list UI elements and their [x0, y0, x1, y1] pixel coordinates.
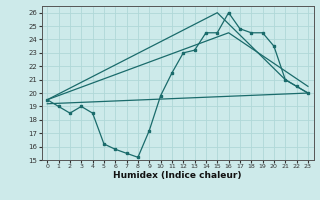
X-axis label: Humidex (Indice chaleur): Humidex (Indice chaleur) [113, 171, 242, 180]
